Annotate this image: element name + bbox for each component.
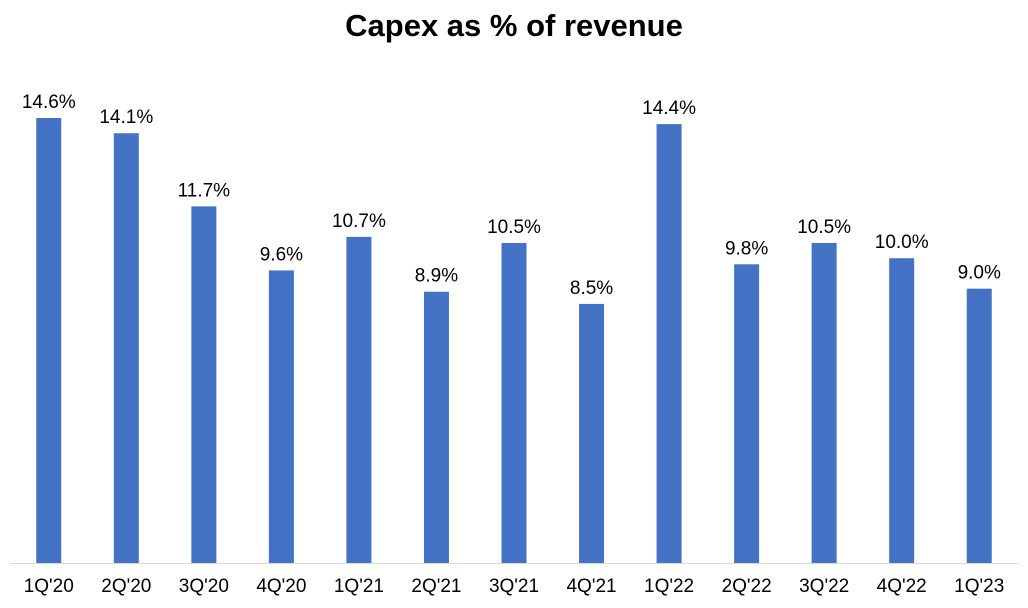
data-label-2Q'22: 9.8%	[725, 238, 768, 259]
data-label-1Q'20: 14.6%	[22, 92, 76, 113]
data-label-4Q'21: 8.5%	[570, 278, 613, 299]
data-label-4Q'20: 9.6%	[260, 244, 303, 265]
x-tick-label-1Q'21: 1Q'21	[334, 576, 384, 597]
data-label-2Q'21: 8.9%	[415, 266, 458, 287]
data-label-4Q'22: 10.0%	[875, 232, 929, 253]
x-tick-label-2Q'21: 2Q'21	[411, 576, 461, 597]
data-label-1Q'23: 9.0%	[958, 263, 1001, 284]
data-label-1Q'22: 14.4%	[642, 98, 696, 119]
data-labels-group: 14.6% 14.1% 11.7% 9.6% 10.7% 8.9% 10.5% 8.5% 14.…	[22, 92, 1001, 299]
bar-1Q'20	[36, 118, 62, 563]
x-tick-label-4Q'20: 4Q'20	[256, 576, 306, 597]
x-tick-label-1Q'22: 1Q'22	[644, 576, 694, 597]
bar-2Q'20	[113, 133, 139, 564]
bar-1Q'23	[966, 288, 992, 563]
x-tick-labels-group: 1Q'20 2Q'20 3Q'20 4Q'20 1Q'21 2Q'21 3Q'21 4Q'21…	[24, 576, 1005, 597]
data-label-2Q'20: 14.1%	[99, 107, 153, 128]
x-tick-label-3Q'22: 3Q'22	[799, 576, 849, 597]
x-tick-label-4Q'22: 4Q'22	[877, 576, 927, 597]
bar-2Q'22	[734, 264, 760, 563]
bars-group	[36, 118, 992, 564]
x-tick-label-2Q'20: 2Q'20	[101, 576, 151, 597]
bar-4Q'20	[268, 270, 294, 563]
data-label-3Q'21: 10.5%	[487, 217, 541, 238]
bar-3Q'22	[811, 242, 837, 563]
bar-2Q'21	[423, 291, 449, 563]
x-tick-label-3Q'21: 3Q'21	[489, 576, 539, 597]
x-tick-label-4Q'21: 4Q'21	[566, 576, 616, 597]
x-tick-label-3Q'20: 3Q'20	[179, 576, 229, 597]
data-label-3Q'20: 11.7%	[178, 180, 231, 201]
bar-1Q'22	[656, 124, 682, 563]
x-tick-label-1Q'23: 1Q'23	[954, 576, 1004, 597]
bar-4Q'21	[579, 303, 605, 563]
bar-1Q'21	[346, 236, 372, 563]
chart-title: Capex as % of revenue	[345, 8, 683, 43]
bar-3Q'20	[191, 206, 217, 563]
x-tick-label-1Q'20: 1Q'20	[24, 576, 74, 597]
bar-4Q'22	[889, 258, 915, 563]
x-tick-label-2Q'22: 2Q'22	[722, 576, 772, 597]
bar-3Q'21	[501, 242, 527, 563]
data-label-1Q'21: 10.7%	[332, 211, 386, 232]
data-label-3Q'22: 10.5%	[797, 217, 851, 238]
